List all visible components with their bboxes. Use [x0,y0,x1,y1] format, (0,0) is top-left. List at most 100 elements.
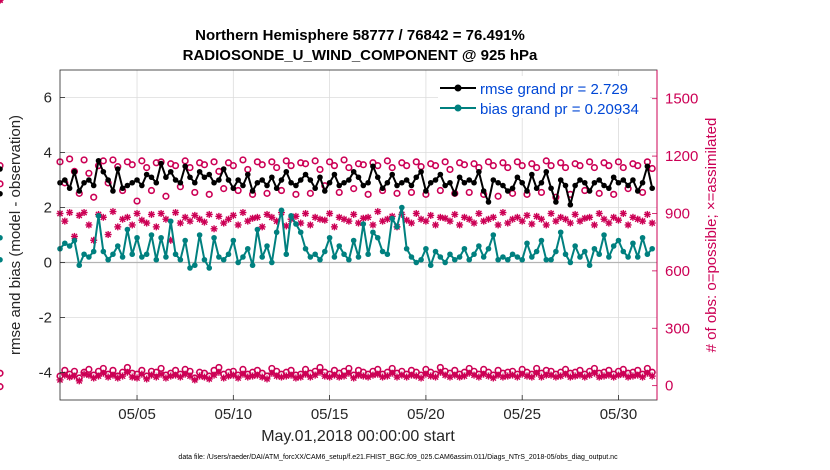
bias-data-point [524,240,530,247]
star-stroke [398,372,405,379]
rmse-data-point [187,174,193,181]
star-stroke [519,371,526,378]
bias-data-point [273,229,280,236]
y2-tick-label: 1200 [665,148,698,165]
bias-data-point [0,234,3,241]
obs-possible-marker [614,158,623,166]
obs-assimilated-marker [359,372,367,380]
star-stroke [182,214,189,221]
bias-data-point [370,229,376,236]
bias-data-point [500,254,506,260]
bias-data-point [139,254,145,260]
obs-count-markers [0,0,656,391]
star-stroke [586,214,593,221]
bias-data-point [634,254,641,260]
obs-possible-marker [595,189,603,197]
obs-assimilated-marker [330,223,338,231]
rmse-data-point [134,177,140,183]
bias-data-point [350,237,357,244]
obs-assimilated-marker [542,371,550,379]
obs-possible-marker [364,190,372,198]
bias-data-point [66,243,73,249]
bias-data-point [562,251,569,258]
star-stroke [177,373,184,381]
bias-data-point [201,256,208,263]
star-stroke [259,373,266,381]
bias-data-point [100,248,107,255]
rmse-data-point [374,174,381,181]
rmse-data-point [95,157,102,164]
star-stroke [360,372,367,380]
obs-possible-marker [489,162,497,170]
star-stroke [596,210,603,217]
bias-data-point [95,212,102,219]
obs-possible-marker [138,157,146,165]
rmse-data-point [66,185,73,192]
rmse-data-point [562,182,569,189]
obs-possible-marker [407,188,416,197]
rmse-data-point [192,179,198,186]
rmse-data-point [167,168,174,175]
obs-assimilated-marker [66,209,74,217]
star-stroke [85,372,92,379]
star-stroke [634,216,641,223]
star-stroke [138,371,145,378]
rmse-data-point [182,163,188,170]
star-stroke [629,372,637,380]
obs-possible-marker [143,163,151,172]
obs-possible-marker [590,163,599,172]
obs-assimilated-marker [619,209,627,217]
obs-assimilated-marker [470,219,478,227]
obs-possible-marker [273,163,281,172]
bias-data-point [615,237,622,244]
obs-assimilated-marker [566,373,574,381]
star-stroke [114,223,121,230]
star-stroke [206,211,213,218]
obs-assimilated-marker [306,221,314,229]
obs-possible-marker [557,159,565,167]
rmse-data-point [543,168,550,175]
obs-assimilated-marker [571,372,579,380]
star-stroke [129,373,136,381]
bias-data-point [346,256,352,263]
star-stroke [355,372,362,379]
rmse-data-point [606,185,612,192]
star-stroke [509,372,516,379]
star-stroke [461,372,468,380]
star-stroke [235,221,242,229]
star-stroke [360,215,367,222]
rmse-data-point [264,182,270,189]
rmse-bias-series [0,157,655,271]
star-stroke [350,374,357,382]
star-stroke [312,214,319,221]
obs-assimilated-marker [70,372,78,380]
star-stroke [129,221,136,229]
obs-assimilated-marker [374,370,382,378]
rmse-data-point [370,163,376,170]
star-stroke [316,216,324,223]
obs-assimilated-marker [109,371,117,379]
star-stroke [143,219,150,227]
obs-possible-marker [359,161,367,169]
rmse-data-point [153,179,160,186]
obs-assimilated-marker [499,209,507,217]
obs-assimilated-marker [446,373,454,381]
bias-data-point [533,248,540,255]
obs-assimilated-marker [456,221,464,229]
obs-assimilated-marker [0,0,4,4]
obs-possible-marker [576,162,584,170]
bias-data-point [163,254,169,260]
bias-data-point [307,254,314,260]
rmse-data-point [225,177,232,183]
star-stroke [451,211,458,218]
star-stroke [239,209,247,216]
obs-assimilated-marker [629,372,637,380]
bias-data-point [432,248,439,255]
obs-assimilated-marker [489,213,497,221]
obs-assimilated-marker [422,217,430,225]
obs-assimilated-marker [451,210,459,218]
obs-possible-marker [585,158,594,166]
rmse-data-point [504,188,511,194]
rmse-data-point [432,177,439,183]
star-stroke [596,373,603,381]
